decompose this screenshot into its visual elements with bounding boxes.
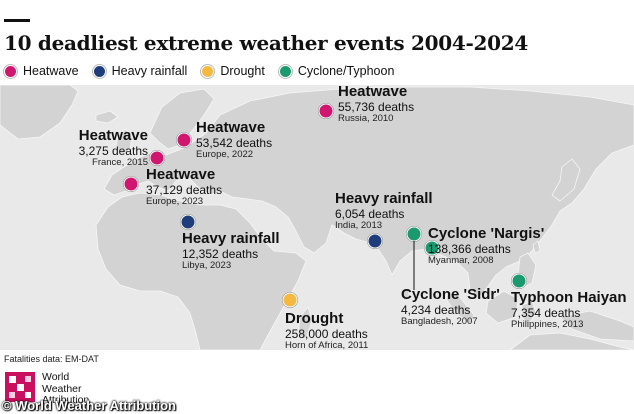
legend-item-drought: Drought — [201, 64, 265, 78]
taiwan-landmass — [532, 240, 541, 254]
typhoon-haiyan-label: Typhoon Haiyan 7,354 deaths Philippines,… — [511, 290, 627, 330]
africa-landmass — [95, 192, 307, 350]
legend-label: Drought — [220, 64, 265, 78]
iceland-landmass — [95, 110, 119, 124]
event-deaths: 6,054 deaths — [335, 206, 405, 221]
heavy-rainfall-india-label: Heavy rainfall 6,054 deaths India, 2013 — [335, 191, 433, 231]
uk-landmass — [115, 128, 133, 156]
copyright-watermark: © World Weather Attribution — [2, 398, 176, 413]
drought-horn-of-africa-label: Drought 258,000 deaths Horn of Africa, 2… — [285, 311, 368, 351]
heatwave-europe-2023-marker — [123, 176, 139, 192]
event-place: Libya, 2023 — [182, 260, 232, 272]
event-place: Russia, 2010 — [338, 113, 394, 125]
legend: Heatwave Heavy rainfall Drought Cyclone/… — [4, 64, 408, 78]
drought-horn-of-africa-marker — [282, 292, 298, 308]
event-deaths: 12,352 deaths — [182, 246, 259, 261]
heatwave-europe-2022-marker — [176, 132, 192, 148]
event-place: France, 2015 — [92, 157, 148, 169]
map-background — [0, 85, 634, 350]
heatwave-europe-2023-label: Heatwave 37,129 deaths Europe, 2023 — [146, 167, 222, 207]
legend-item-heatwave: Heatwave — [4, 64, 79, 78]
sulawesi-landmass — [521, 300, 537, 326]
logo-line: World — [42, 371, 70, 383]
event-deaths: 138,366 deaths — [428, 241, 511, 256]
event-place: Europe, 2023 — [146, 196, 204, 208]
event-deaths: 3,275 deaths — [78, 143, 148, 158]
event-deaths: 53,542 deaths — [196, 135, 273, 150]
drought-legend-swatch — [201, 64, 215, 78]
title-rule — [4, 19, 30, 22]
event-type: Cyclone 'Nargis' — [428, 225, 545, 242]
heatwave-europe-2022-label: Heatwave 53,542 deaths Europe, 2022 — [196, 120, 272, 160]
japan-landmass — [551, 158, 581, 202]
event-deaths: 37,129 deaths — [146, 182, 223, 197]
heavy-rainfall-libya-label: Heavy rainfall 12,352 deaths Libya, 2023 — [182, 231, 280, 271]
event-deaths: 55,736 deaths — [338, 99, 415, 114]
logo-line: Weather — [42, 382, 82, 395]
event-place: Europe, 2022 — [196, 149, 254, 161]
event-type: Heavy rainfall — [182, 230, 280, 247]
legend-item-cyclone: Cyclone/Typhoon — [278, 64, 395, 78]
australia-landmass — [509, 332, 634, 350]
heatwave-france-label: Heatwave 3,275 deaths France, 2015 — [54, 128, 148, 168]
cyclone-legend-swatch — [278, 64, 292, 78]
logo-line: Attribution — [42, 394, 90, 407]
event-type: Drought — [285, 310, 344, 327]
event-deaths: 7,354 deaths — [511, 305, 581, 320]
eurasia-landmass — [103, 86, 634, 300]
legend-item-heavy-rainfall: Heavy rainfall — [92, 64, 188, 78]
cyclone-sidr-label: Cyclone 'Sidr' 4,234 deaths Bangladesh, … — [401, 287, 500, 327]
heatwave-legend-swatch — [4, 64, 17, 78]
madagascar-landmass — [297, 306, 313, 340]
event-place: Bangladesh, 2007 — [401, 316, 478, 328]
event-deaths: 258,000 deaths — [285, 326, 368, 341]
heavy-rainfall-india-marker — [367, 233, 383, 249]
greenland-landmass — [0, 85, 79, 140]
wwa-logo-text: World Weather Attribution — [42, 371, 90, 407]
event-place: Horn of Africa, 2011 — [285, 340, 369, 352]
heavy-rainfall-legend-swatch — [92, 64, 106, 78]
event-deaths: 4,234 deaths — [401, 302, 471, 317]
event-type: Heatwave — [146, 166, 216, 183]
heatwave-russia-label: Heatwave 55,736 deaths Russia, 2010 — [338, 84, 414, 124]
cyclone-nargis-label: Cyclone 'Nargis' 138,366 deaths Myanmar,… — [428, 226, 544, 266]
cyclone-nargis-marker — [424, 240, 440, 256]
legend-label: Heavy rainfall — [111, 64, 188, 78]
data-source-note: Fatalities data: EM-DAT — [4, 354, 99, 364]
world-map — [0, 85, 634, 350]
event-type: Heavy rainfall — [335, 190, 433, 207]
event-type: Heatwave — [196, 119, 266, 136]
event-place: Philippines, 2013 — [511, 319, 584, 331]
heatwave-france-marker — [149, 150, 165, 166]
legend-label: Cyclone/Typhoon — [297, 64, 395, 78]
borneo-landmass — [485, 290, 519, 324]
event-type: Heatwave — [338, 83, 408, 100]
sri-lanka-landmass — [401, 288, 411, 302]
wwa-logo-icon — [5, 372, 35, 402]
scandinavia-landmass — [149, 88, 215, 150]
heatwave-russia-marker — [318, 103, 334, 119]
event-place: India, 2013 — [335, 220, 383, 232]
legend-label: Heatwave — [23, 64, 79, 78]
typhoon-haiyan-marker — [511, 273, 527, 289]
event-type: Cyclone 'Sidr' — [401, 286, 500, 303]
event-type: Typhoon Haiyan — [511, 289, 627, 306]
page-title: 10 deadliest extreme weather events 2004… — [4, 31, 528, 55]
sumatra-landmass — [445, 290, 475, 326]
new-guinea-landmass — [559, 310, 634, 342]
event-type: Heatwave — [78, 127, 148, 144]
event-place: Myanmar, 2008 — [428, 255, 494, 267]
heavy-rainfall-libya-marker — [180, 214, 196, 230]
